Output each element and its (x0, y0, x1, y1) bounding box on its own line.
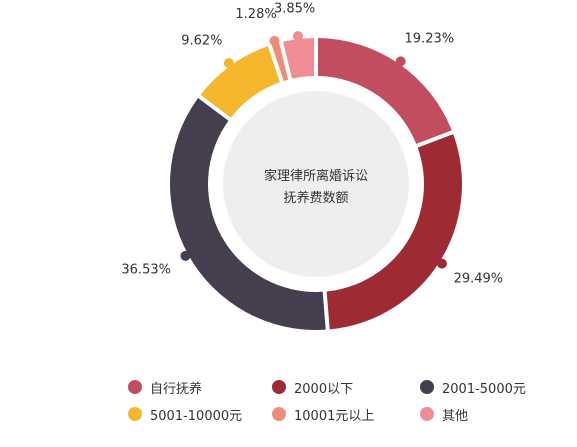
slice-self-support (318, 38, 452, 144)
legend-item-2001-5000: 2001-5000元 (420, 377, 526, 397)
legend-swatch (272, 380, 286, 394)
legend-item-under-2000: 2000以下 (272, 377, 353, 397)
legend-item-other: 其他 (420, 404, 468, 424)
legend-swatch (420, 380, 434, 394)
legend-swatch (128, 407, 142, 421)
slice-2001-5000 (170, 97, 326, 331)
slice-marker-under-2000 (436, 258, 447, 269)
legend-label: 自行抚养 (150, 381, 203, 397)
legend-item-self-support: 自行抚养 (128, 377, 202, 397)
value-label-self-support: 19.23% (405, 31, 455, 46)
value-label-over-10001: 1.28% (235, 7, 276, 22)
center-circle (223, 91, 409, 277)
legend-item-over-10001: 10001元以上 (272, 404, 374, 424)
legend-label: 5001-10000元 (150, 408, 243, 424)
slice-marker-other (293, 31, 304, 42)
slice-marker-5001-10000 (223, 58, 234, 69)
slice-under-2000 (326, 134, 463, 330)
value-label-under-2000: 29.49% (454, 272, 504, 287)
legend-swatch (128, 380, 142, 394)
legend-label: 2001-5000元 (442, 381, 526, 397)
slice-marker-over-10001 (269, 35, 280, 46)
slice-marker-self-support (395, 56, 406, 67)
legend: 自行抚养 2000以下 2001-5000元 5001-10000元 10001… (0, 371, 577, 431)
slices-layer (170, 31, 463, 331)
legend-label: 2000以下 (294, 381, 354, 397)
legend-label: 10001元以上 (294, 408, 375, 424)
slice-5001-10000 (200, 46, 280, 118)
slice-over-10001 (271, 42, 289, 81)
value-label-other: 3.85% (274, 1, 315, 16)
slice-marker-2001-5000 (180, 250, 191, 261)
legend-label: 其他 (442, 408, 469, 424)
slice-other (282, 38, 314, 79)
legend-swatch (272, 407, 286, 421)
labels-layer: 19.23% 29.49% 36.53% 9.62% 1.28%3.85% (121, 1, 503, 286)
center-title-line-2: 抚养费数额 (283, 190, 348, 206)
value-label-2001-5000: 36.53% (121, 262, 171, 277)
value-label-5001-10000: 9.62% (181, 33, 222, 48)
center-title-line-1: 家理律所离婚诉讼 (264, 168, 368, 184)
legend-item-5001-10000: 5001-10000元 (128, 404, 242, 424)
legend-swatch (420, 407, 434, 421)
